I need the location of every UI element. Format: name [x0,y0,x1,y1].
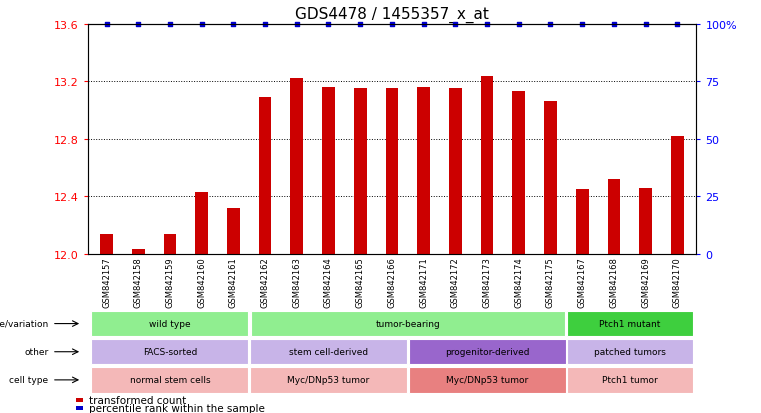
Text: Ptch1 mutant: Ptch1 mutant [599,319,661,328]
Point [386,21,398,28]
Point [100,21,113,28]
Bar [512,92,525,254]
Point [608,21,620,28]
Text: percentile rank within the sample: percentile rank within the sample [89,403,265,413]
Bar [132,250,145,254]
Point [228,21,240,28]
Point [418,21,430,28]
Text: Ptch1 tumor: Ptch1 tumor [602,375,658,385]
Text: progenitor-derived: progenitor-derived [444,347,530,356]
Bar [76,398,83,401]
Text: transformed count: transformed count [89,395,186,405]
Point [513,21,525,28]
Point [354,21,366,28]
Point [291,21,303,28]
Point [132,21,145,28]
Text: patched tumors: patched tumors [594,347,666,356]
Bar [164,234,177,254]
Point [323,21,335,28]
Text: genotype/variation: genotype/variation [0,319,49,328]
Bar [639,188,652,254]
Text: stem cell-derived: stem cell-derived [289,347,368,356]
Bar [576,190,588,254]
Point [259,21,271,28]
Bar [481,76,493,254]
Point [449,21,461,28]
Text: other: other [24,347,49,356]
Text: wild type: wild type [149,319,191,328]
Bar [100,234,113,254]
Text: cell type: cell type [9,375,49,385]
Bar [417,88,430,254]
Text: FACS-sorted: FACS-sorted [143,347,197,356]
Point [671,21,683,28]
Point [481,21,493,28]
Point [576,21,588,28]
Bar [354,89,367,254]
Text: tumor-bearing: tumor-bearing [375,319,440,328]
Point [164,21,176,28]
Point [196,21,208,28]
Bar [76,406,83,410]
Point [544,21,556,28]
Text: normal stem cells: normal stem cells [129,375,210,385]
Bar [544,102,557,254]
Bar [196,192,208,254]
Bar [607,180,620,254]
Bar [386,89,398,254]
Bar [291,79,303,254]
Text: Myc/DNp53 tumor: Myc/DNp53 tumor [446,375,528,385]
Title: GDS4478 / 1455357_x_at: GDS4478 / 1455357_x_at [295,7,489,24]
Bar [227,208,240,254]
Bar [449,89,462,254]
Bar [671,137,683,254]
Text: Myc/DNp53 tumor: Myc/DNp53 tumor [288,375,370,385]
Bar [322,88,335,254]
Point [639,21,651,28]
Bar [259,98,272,254]
